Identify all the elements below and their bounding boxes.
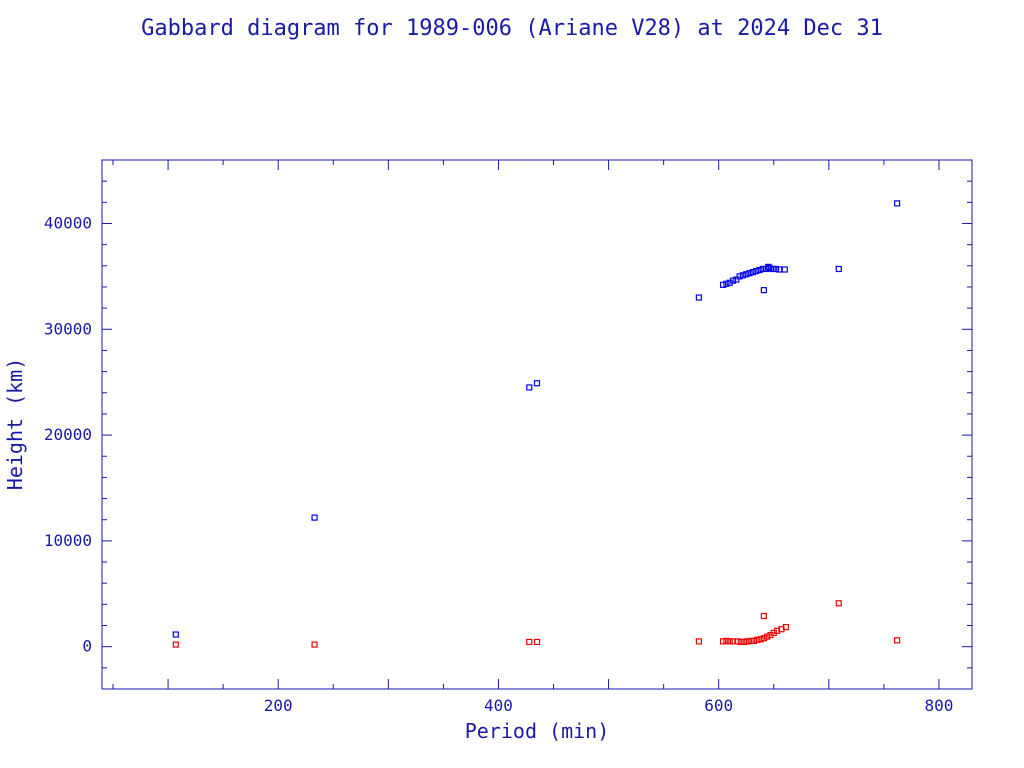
apogee-point xyxy=(695,294,702,301)
perigee-point xyxy=(737,638,744,646)
perigee-point xyxy=(723,637,730,644)
perigee-point xyxy=(764,633,771,640)
apogee-point xyxy=(533,380,541,387)
apogee-point xyxy=(733,276,740,283)
x-axis-label: Period (min) xyxy=(465,719,610,743)
perigee-point xyxy=(720,638,727,645)
apogee-point xyxy=(894,200,901,207)
perigee-point xyxy=(311,641,318,648)
perigee-point xyxy=(734,638,741,645)
apogee-point xyxy=(743,271,750,278)
plot-frame xyxy=(101,159,973,690)
y-tick-label: 0 xyxy=(82,637,92,656)
data-points xyxy=(172,200,901,648)
perigee-point xyxy=(526,638,533,646)
y-tick-label: 10000 xyxy=(44,531,92,550)
apogee-point xyxy=(526,384,533,391)
perigee-point xyxy=(726,638,733,645)
x-tick-label: 800 xyxy=(925,696,954,715)
apogee-point xyxy=(772,265,780,273)
y-axis-label: Height (km) xyxy=(3,358,27,490)
perigee-point xyxy=(172,641,179,648)
x-tick-label: 200 xyxy=(264,696,293,715)
apogee-point xyxy=(729,277,737,284)
x-tick-label: 600 xyxy=(704,696,733,715)
perigee-point xyxy=(760,612,767,620)
perigee-point xyxy=(744,638,751,645)
apogee-point xyxy=(766,264,773,272)
apogee-point xyxy=(746,270,753,277)
apogee-point xyxy=(311,514,318,521)
y-tick-label: 30000 xyxy=(44,319,92,338)
perigee-point xyxy=(533,638,541,646)
apogee-point xyxy=(781,266,788,273)
apogee-point xyxy=(753,267,760,275)
perigee-point xyxy=(757,636,764,643)
perigee-point xyxy=(760,635,767,642)
perigee-point xyxy=(894,637,901,644)
x-tick-labels: 200 400 600 800 xyxy=(264,696,954,715)
axis-ticks xyxy=(102,159,972,689)
y-tick-labels: 0 10000 20000 30000 40000 xyxy=(44,213,92,655)
apogee-point xyxy=(765,263,772,270)
apogee-point xyxy=(172,631,179,638)
apogee-point xyxy=(835,265,842,273)
perigee-point xyxy=(695,638,702,645)
perigee-point xyxy=(747,637,754,644)
apogee-point xyxy=(760,287,767,294)
apogee-point xyxy=(739,272,747,279)
apogee-point xyxy=(736,273,743,280)
perigee-point xyxy=(782,624,789,631)
apogee-point xyxy=(723,280,730,287)
apogee-point xyxy=(720,281,727,288)
apogee-point xyxy=(756,266,763,274)
x-tick-label: 400 xyxy=(484,696,513,715)
apogee-point xyxy=(749,269,756,276)
chart-title: Gabbard diagram for 1989-006 (Ariane V28… xyxy=(141,16,883,41)
perigee-point xyxy=(835,600,842,607)
perigee-point xyxy=(750,637,758,644)
y-tick-label: 20000 xyxy=(44,425,92,444)
y-tick-label: 40000 xyxy=(44,213,92,232)
perigee-point xyxy=(754,636,761,643)
perigee-point xyxy=(740,638,748,646)
